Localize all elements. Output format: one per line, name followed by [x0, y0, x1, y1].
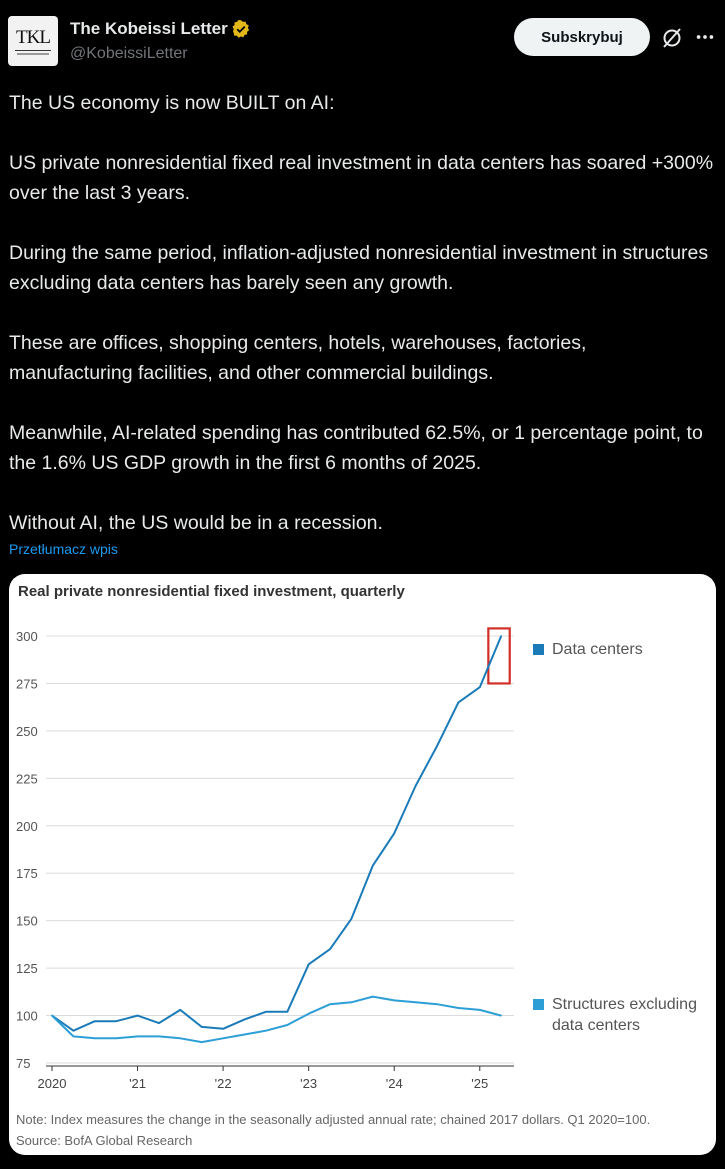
data-point [286, 1024, 289, 1026]
line-chart: Real private nonresidential fixed invest… [16, 583, 697, 1148]
series-line-structures [51, 995, 502, 1044]
data-point [307, 1012, 310, 1015]
data-point [457, 1007, 460, 1009]
y-tick-label: 75 [16, 1056, 30, 1071]
x-tick-label: '22 [215, 1076, 232, 1091]
data-point [72, 1035, 75, 1038]
y-tick-label: 275 [16, 676, 38, 691]
data-point [115, 1020, 117, 1023]
legend-swatch [533, 644, 544, 655]
data-point [350, 1001, 353, 1004]
data-point [243, 1018, 246, 1021]
author-handle[interactable]: @KobeissiLetter [70, 45, 188, 62]
y-tick-label: 300 [16, 629, 38, 644]
subscribe-button[interactable]: Subskrybuj [514, 18, 650, 56]
data-point [158, 1022, 160, 1024]
grok-icon[interactable] [660, 26, 684, 50]
chart-title: Real private nonresidential fixed invest… [18, 583, 405, 600]
legend-label: Structures excluding [552, 996, 697, 1013]
data-point [500, 635, 502, 637]
data-point [158, 1035, 160, 1038]
data-point [414, 785, 417, 787]
more-icon[interactable] [694, 26, 716, 48]
highlight-box [487, 627, 511, 685]
tweet-paragraph: These are offices, shopping centers, hot… [9, 332, 587, 384]
tweet-paragraph: During the same period, inflation-adjust… [9, 242, 709, 294]
y-tick-label: 225 [16, 771, 38, 786]
tweet-paragraph: Without AI, the US would be in a recessi… [9, 512, 383, 534]
data-point [393, 999, 396, 1002]
avatar-rule [15, 49, 51, 51]
data-point [72, 1029, 75, 1032]
data-point [329, 1003, 331, 1005]
data-point [200, 1041, 203, 1043]
data-point [329, 948, 331, 950]
x-tick-label: '24 [386, 1076, 403, 1091]
chart-note: Note: Index measures the change in the s… [16, 1112, 650, 1127]
data-point [179, 1037, 182, 1040]
y-tick-label: 175 [16, 866, 38, 881]
data-point [478, 1009, 481, 1011]
legend-label: data centers [552, 1017, 640, 1034]
avatar-monogram: TKL [16, 26, 51, 48]
data-point [136, 1014, 139, 1017]
author-name[interactable]: The Kobeissi Letter [70, 19, 228, 38]
legend-swatch [533, 999, 544, 1010]
avatar[interactable]: TKL [8, 16, 58, 66]
data-point [478, 686, 481, 689]
x-tick-label: '23 [300, 1076, 317, 1091]
y-tick-label: 250 [16, 724, 38, 739]
y-tick-label: 125 [16, 961, 38, 976]
data-point [372, 995, 374, 998]
data-point [265, 1029, 267, 1032]
x-tick-label: '21 [129, 1076, 146, 1091]
data-point [393, 832, 396, 835]
chart-source: Source: BofA Global Research [16, 1133, 192, 1148]
author-name-row: The Kobeissi Letter [70, 19, 251, 39]
series-line-data-centers [51, 635, 503, 1032]
x-tick-label: '25 [471, 1076, 488, 1091]
tweet-text: The US economy is now BUILT on AI: US pr… [9, 88, 715, 538]
x-tick-label: 2020 [38, 1076, 67, 1091]
chart-image[interactable]: Real private nonresidential fixed invest… [9, 574, 716, 1155]
legend-label: Data centers [552, 641, 643, 658]
avatar-subtext-line [17, 52, 49, 55]
data-point [436, 745, 438, 747]
data-point [372, 864, 374, 867]
tweet-paragraph: Meanwhile, AI-related spending has contr… [9, 422, 703, 474]
data-point [200, 1026, 203, 1028]
tweet-paragraph: The US economy is now BUILT on AI: [9, 92, 335, 114]
data-point [243, 1033, 246, 1036]
y-tick-label: 100 [16, 1009, 38, 1024]
data-point [414, 1001, 417, 1004]
data-point [350, 917, 353, 920]
data-point [51, 1014, 53, 1017]
verified-badge-icon [232, 20, 249, 38]
data-point [136, 1035, 139, 1038]
data-point [93, 1020, 96, 1023]
data-point [222, 1037, 224, 1040]
translate-link[interactable]: Przetłumacz wpis [9, 541, 118, 557]
data-point [115, 1037, 117, 1040]
data-point [286, 1010, 289, 1013]
data-point [93, 1037, 96, 1040]
y-tick-label: 200 [16, 819, 38, 834]
tweet-header: TKL The Kobeissi Letter @KobeissiLetter … [8, 16, 717, 68]
data-point [500, 1014, 502, 1017]
data-point [222, 1028, 224, 1030]
data-point [307, 963, 310, 966]
tweet-paragraph: US private nonresidential fixed real inv… [9, 152, 714, 204]
data-point [179, 1009, 182, 1011]
data-point [265, 1010, 267, 1013]
y-tick-label: 150 [16, 914, 38, 929]
data-point [436, 1003, 438, 1005]
data-point [457, 701, 460, 704]
